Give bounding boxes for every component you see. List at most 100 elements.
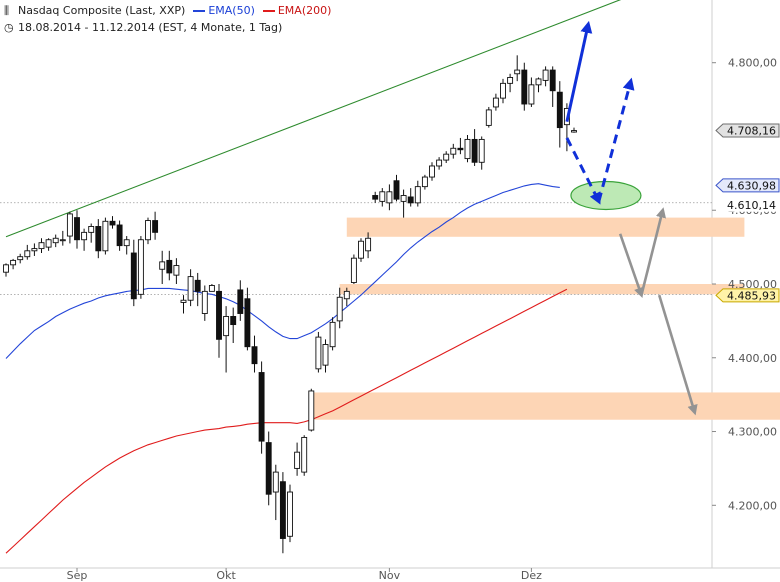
candle bbox=[329, 317, 336, 351]
candle bbox=[208, 284, 215, 292]
ema200-legend: EMA(200) bbox=[277, 4, 332, 17]
candle-body bbox=[315, 336, 322, 370]
candle bbox=[443, 151, 450, 164]
candle bbox=[279, 472, 286, 554]
candle bbox=[102, 217, 109, 255]
candle-body bbox=[3, 264, 9, 273]
candle bbox=[45, 238, 52, 251]
candle-body bbox=[407, 196, 414, 204]
candle bbox=[173, 258, 180, 284]
candle-body bbox=[258, 372, 265, 442]
candle bbox=[379, 188, 386, 207]
x-tick-label: Sep bbox=[67, 569, 88, 582]
candle-body bbox=[159, 261, 166, 270]
projection-arrow-blue bbox=[565, 20, 593, 123]
candle-body bbox=[336, 296, 343, 322]
candle bbox=[66, 211, 73, 244]
candle-body bbox=[421, 176, 428, 188]
candle bbox=[571, 127, 577, 133]
candle bbox=[308, 388, 315, 432]
candle bbox=[130, 239, 137, 307]
candle-body bbox=[308, 390, 315, 431]
candle-body bbox=[17, 256, 24, 261]
candle-body bbox=[116, 224, 123, 247]
candle-body bbox=[145, 220, 151, 241]
candle bbox=[88, 223, 95, 243]
candle bbox=[31, 243, 38, 256]
x-tick-label: Okt bbox=[216, 569, 236, 582]
candle bbox=[145, 217, 151, 245]
support-zone bbox=[311, 392, 780, 420]
price-label-box bbox=[715, 123, 780, 138]
price-label: 4.610,14 bbox=[715, 197, 780, 212]
candle-body bbox=[500, 82, 506, 99]
candle-body bbox=[329, 321, 336, 348]
price-label: 4.485,93 bbox=[715, 288, 780, 303]
candle-body bbox=[59, 239, 66, 242]
candle bbox=[251, 335, 258, 373]
y-tick-label: 4.400,00 bbox=[728, 352, 777, 365]
candle bbox=[265, 431, 272, 506]
price-label: 4.630,98 bbox=[715, 178, 780, 193]
candle-body bbox=[514, 69, 521, 75]
candle bbox=[109, 216, 116, 229]
candle-body bbox=[173, 265, 180, 276]
candle bbox=[81, 228, 88, 251]
candle-body bbox=[237, 289, 244, 314]
price-label-text: 4.610,14 bbox=[727, 199, 776, 212]
candle bbox=[528, 77, 535, 107]
projection-arrow-gray bbox=[640, 207, 667, 296]
candle bbox=[485, 106, 492, 128]
candle bbox=[159, 250, 166, 284]
ema200-swatch bbox=[262, 10, 275, 12]
projection-arrow-blue bbox=[597, 77, 635, 202]
price-label-text: 4.708,16 bbox=[727, 124, 776, 137]
price-label-box bbox=[715, 178, 780, 193]
candle bbox=[421, 174, 428, 190]
candle bbox=[230, 307, 237, 344]
candlestick-icon: ⫼ bbox=[4, 4, 10, 17]
projection-arrow-blue bbox=[565, 137, 601, 205]
candle bbox=[507, 73, 514, 93]
candle bbox=[244, 287, 251, 351]
candle-body bbox=[52, 237, 59, 244]
ema50-line bbox=[5, 183, 560, 359]
candle bbox=[492, 93, 499, 111]
candle-body bbox=[464, 138, 471, 160]
candle-body bbox=[372, 195, 379, 200]
candle-body bbox=[471, 138, 478, 163]
trend-line bbox=[5, 0, 622, 238]
candle bbox=[336, 287, 343, 329]
candle-body bbox=[400, 195, 407, 202]
projection-arrow-gray bbox=[618, 233, 644, 299]
candle bbox=[457, 137, 464, 155]
price-label-box bbox=[715, 288, 780, 303]
candle bbox=[52, 234, 59, 248]
candle-body bbox=[450, 147, 457, 155]
candle bbox=[201, 285, 208, 321]
candle bbox=[350, 254, 357, 284]
candle-body bbox=[457, 147, 464, 151]
candle-body bbox=[251, 346, 258, 365]
candle bbox=[123, 236, 130, 255]
candle bbox=[223, 306, 230, 373]
candle bbox=[258, 361, 265, 454]
candle-body bbox=[45, 239, 52, 248]
candle-body bbox=[571, 130, 577, 133]
candle-body bbox=[492, 97, 499, 108]
candle-body bbox=[549, 69, 556, 92]
candle-body bbox=[208, 285, 215, 292]
candle bbox=[386, 184, 393, 211]
candle bbox=[272, 464, 279, 521]
candle-body bbox=[24, 250, 31, 258]
y-tick-label: 4.500,00 bbox=[728, 278, 777, 291]
x-tick-label: Dez bbox=[521, 569, 542, 582]
candle bbox=[187, 269, 194, 307]
candle-body bbox=[130, 252, 137, 300]
candle bbox=[429, 162, 435, 181]
candle-body bbox=[102, 220, 109, 252]
candle-body bbox=[393, 180, 400, 200]
candle-body bbox=[343, 290, 350, 300]
target-ellipse bbox=[570, 180, 642, 211]
